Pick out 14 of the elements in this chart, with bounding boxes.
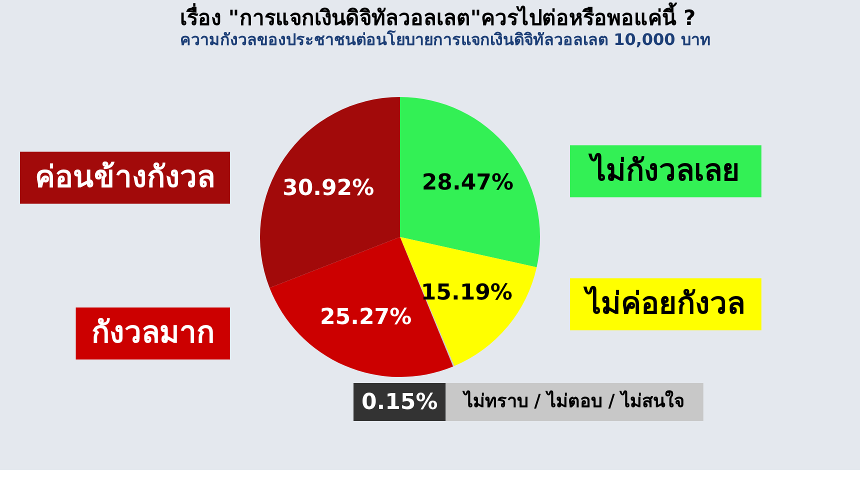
chart-subtitle: ความกังวลของประชาชนต่อนโยบายการแจกเงินดิจิทัลวอลเลต 10,000 บาท xyxy=(180,29,711,49)
pie-slice xyxy=(400,97,540,268)
slice-label: ค่อนข้างกังวล xyxy=(35,160,215,195)
data-label: 15.19% xyxy=(420,280,512,306)
slice-label: กังวลมาก xyxy=(91,316,214,351)
slice-label: ไม่กังวลเลย xyxy=(588,152,740,188)
data-label: 28.47% xyxy=(422,170,514,196)
slice-label: ไม่ทราบ / ไม่ตอบ / ไม่สนใจ xyxy=(462,390,686,412)
pie-slice xyxy=(260,97,400,288)
data-label: 30.92% xyxy=(282,176,374,202)
data-label: 25.27% xyxy=(320,304,412,330)
chart-title: เรื่อง "การแจกเงินดิจิทัลวอลเลต"ควรไปต่อหรือพอแค่นี้ ? xyxy=(180,2,696,30)
slice-label: ไม่ค่อยกังวล xyxy=(583,285,746,322)
data-label: 0.15% xyxy=(361,390,438,415)
